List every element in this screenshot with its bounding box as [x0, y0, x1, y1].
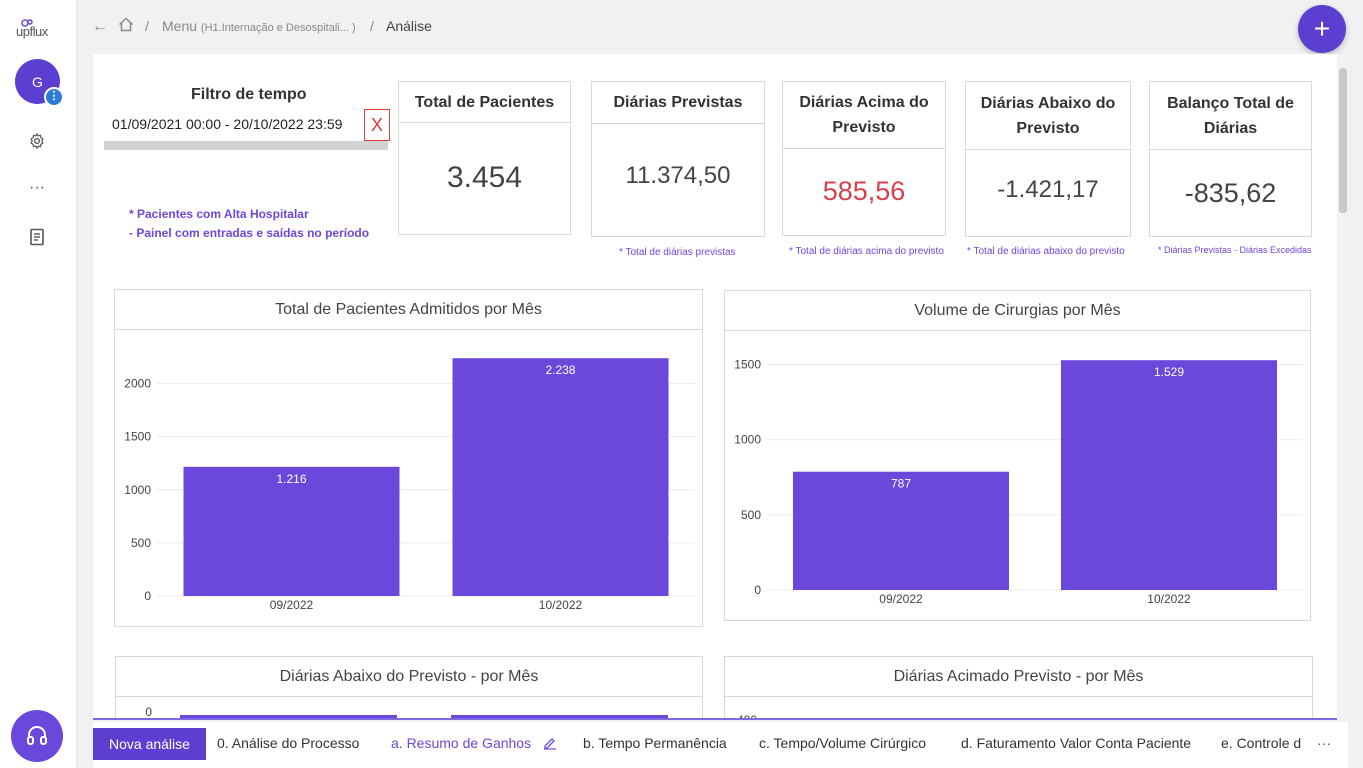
note-alta: * Pacientes com Alta Hospitalar — [129, 207, 309, 221]
kpi-value: 11.374,50 — [625, 162, 731, 189]
kpi-title: Diárias Acima do Previsto — [783, 82, 945, 149]
bar — [452, 358, 669, 596]
kpi-footnote: * Total de diárias previstas — [619, 247, 736, 258]
y-tick-label: 400 — [737, 713, 757, 720]
tabs-more-button[interactable]: ··· — [1317, 735, 1331, 751]
headset-icon — [27, 726, 47, 745]
y-tick-label: 0 — [754, 583, 761, 597]
logo-text: upflux — [16, 24, 48, 39]
back-arrow-icon[interactable]: ← — [92, 18, 108, 35]
time-filter-range[interactable]: 01/09/2021 00:00 - 20/10/2022 23:59 — [112, 116, 343, 132]
breadcrumb-separator: / — [145, 18, 149, 34]
chart-diarias-abaixo-mes: Diárias Abaixo do Previsto - por Mês 0 — [115, 656, 703, 719]
add-button[interactable]: + — [1298, 5, 1346, 53]
y-tick-label: 500 — [741, 508, 761, 522]
y-tick-label: 1000 — [734, 433, 761, 447]
y-tick-label: 2000 — [124, 377, 151, 391]
kpi-title: Diárias Previstas — [592, 82, 764, 124]
kpi-title: Balanço Total de Diárias — [1150, 82, 1311, 150]
y-tick-label: 1000 — [124, 483, 151, 497]
chart-plot: 400 — [737, 713, 1276, 720]
chart-title: Volume de Cirurgias por Mês — [725, 291, 1310, 331]
tab-faturamento[interactable]: d. Faturamento Valor Conta Paciente — [961, 735, 1192, 751]
app-logo[interactable]: upflux — [16, 16, 58, 40]
tab-tempo-permanencia[interactable]: b. Tempo Permanência — [583, 735, 727, 751]
chart-plot: 0 — [145, 705, 668, 719]
note-painel: - Painel com entradas e saídas no períod… — [129, 226, 370, 240]
x-tick-label: 10/2022 — [1147, 592, 1191, 606]
avatar-menu-badge[interactable]: ⋮ — [44, 87, 64, 107]
y-tick-label: 500 — [131, 536, 151, 550]
clear-filter-button[interactable]: X — [364, 109, 390, 141]
tab-analise-processo[interactable]: 0. Análise do Processo — [217, 735, 360, 751]
tab-label: a. Resumo de Ganhos — [391, 735, 532, 751]
y-tick-label: 1500 — [124, 430, 151, 444]
kpi-footnote: * Diárias Previstas - Diárias Excedidas — [1158, 245, 1312, 255]
kpi-footnote: * Total de diárias acima do previsto — [789, 246, 944, 257]
y-tick-label: 0 — [145, 705, 152, 719]
x-tick-label: 09/2022 — [270, 598, 314, 612]
avatar-initial: G — [32, 73, 43, 90]
new-analysis-button[interactable]: Nova análise — [93, 728, 206, 760]
x-tick-label: 10/2022 — [539, 598, 583, 612]
chart-plot: 0 500 1000 1500 2000 1.216 09/2022 2.238 10/2022 — [124, 358, 695, 612]
bar-partial — [451, 715, 668, 718]
support-button[interactable] — [11, 710, 63, 762]
kpi-title: Total de Pacientes — [399, 82, 570, 123]
chart-plot: 0 500 1000 1500 787 09/2022 1.529 10/2022 — [734, 358, 1303, 606]
data-label: 1.216 — [276, 472, 306, 486]
kpi-value: -835,62 — [1184, 178, 1277, 208]
home-icon[interactable] — [118, 17, 134, 35]
bar-partial — [180, 715, 397, 718]
settings-icon[interactable] — [26, 130, 48, 152]
chart-pacientes-admitidos: Total de Pacientes Admitidos por Mês 0 50… — [114, 289, 703, 627]
sidebar: upflux G ⋮ ··· — [0, 0, 77, 768]
logo-mark-icon — [21, 19, 33, 27]
chart-title: Diárias Abaixo do Previsto - por Mês — [116, 657, 702, 697]
y-tick-label: 0 — [144, 589, 151, 603]
kpi-title: Diárias Abaixo do Previsto — [966, 82, 1130, 150]
report-icon[interactable] — [26, 226, 48, 248]
analysis-tabs: Nova análise 0. Análise do Processo a. R… — [93, 722, 1348, 768]
breadcrumb-separator: / — [370, 18, 374, 34]
edit-pencil-icon[interactable] — [543, 736, 557, 750]
kpi-diarias-previstas: Diárias Previstas 11.374,50 — [591, 81, 765, 237]
bar — [793, 471, 1009, 590]
kpi-value: 585,56 — [822, 176, 906, 206]
canvas-scrollbar-thumb[interactable] — [1339, 68, 1347, 213]
chart-volume-cirurgias: Volume de Cirurgias por Mês 0 500 1000 1500… — [724, 290, 1311, 621]
data-label: 1.529 — [1154, 365, 1184, 379]
more-options-icon[interactable]: ··· — [29, 179, 45, 196]
kpi-diarias-acima: Diárias Acima do Previsto 585,56 — [782, 81, 946, 236]
bar-partial — [1058, 719, 1276, 720]
breadcrumb-current: Análise — [386, 18, 432, 34]
y-tick-label: 1500 — [734, 358, 761, 372]
time-filter-slider[interactable] — [104, 141, 388, 150]
bar — [1061, 360, 1277, 590]
dashboard-canvas: Filtro de tempo 01/09/2021 00:00 - 20/10… — [93, 54, 1348, 720]
breadcrumb-menu[interactable]: Menu (H1.Internação e Desospitali... ) — [162, 18, 356, 34]
data-label: 2.238 — [545, 363, 575, 377]
chart-title: Total de Pacientes Admitidos por Mês — [115, 290, 702, 330]
topbar: ← / Menu (H1.Internação e Desospitali...… — [78, 0, 1363, 54]
kpi-footnote: * Total de diárias abaixo do previsto — [967, 246, 1125, 257]
tab-controle[interactable]: e. Controle d — [1221, 735, 1302, 751]
breadcrumb-menu-label: Menu — [162, 18, 198, 34]
kpi-value: -1.421,17 — [997, 176, 1099, 203]
canvas-scrollbar[interactable] — [1337, 54, 1348, 720]
breadcrumb-menu-sub: (H1.Internação e Desospitali... ) — [200, 22, 356, 34]
chart-title: Diárias Acimado Previsto - por Mês — [725, 657, 1312, 697]
kpi-total-pacientes: Total de Pacientes 3.454 — [398, 81, 571, 235]
chart-diarias-acima-mes: Diárias Acimado Previsto - por Mês 400 — [724, 656, 1313, 720]
kpi-diarias-abaixo: Diárias Abaixo do Previsto -1.421,17 — [965, 81, 1131, 237]
data-label: 787 — [891, 477, 911, 491]
tab-resumo-ganhos[interactable]: a. Resumo de Ganhos — [391, 722, 557, 764]
x-tick-label: 09/2022 — [879, 592, 923, 606]
kpi-balanco-total: Balanço Total de Diárias -835,62 — [1149, 81, 1312, 237]
tab-tempo-volume-cirurgico[interactable]: c. Tempo/Volume Cirúrgico — [759, 735, 927, 751]
kpi-value: 3.454 — [446, 161, 523, 194]
bar — [183, 466, 400, 596]
time-filter-title: Filtro de tempo — [191, 86, 307, 103]
